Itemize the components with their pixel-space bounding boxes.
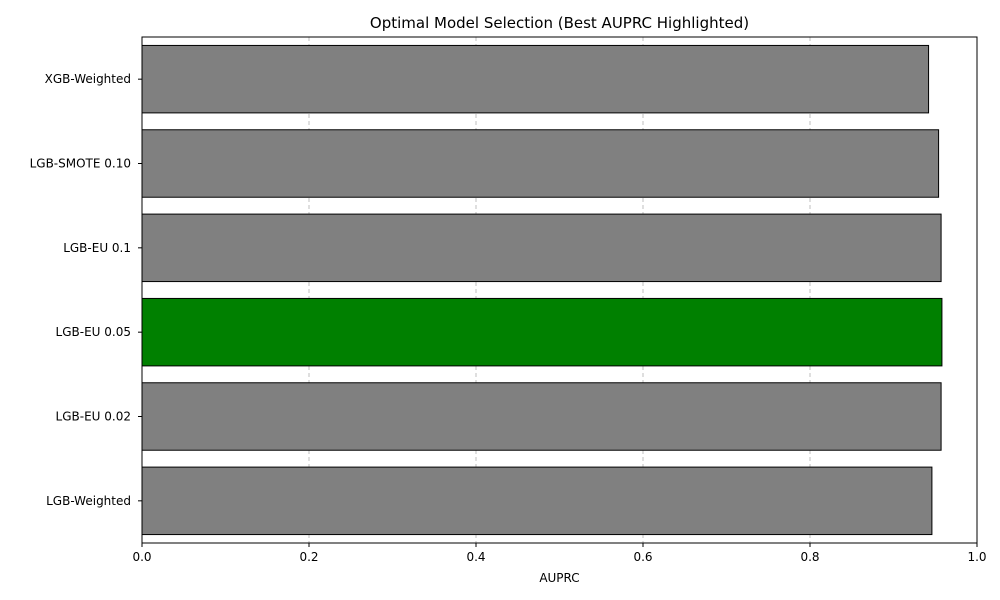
- bars: [141, 44, 943, 536]
- bar-lgb-weighted: [141, 466, 933, 536]
- x-tick-label: 0.8: [800, 550, 819, 564]
- y-tick-label: LGB-EU 0.1: [63, 241, 131, 255]
- y-axis-ticks: XGB-Weighted LGB-SMOTE 0.10 LGB-EU 0.1 LGB-…: [30, 72, 142, 508]
- x-tick-label: 0.2: [299, 550, 318, 564]
- x-tick-label: 0.4: [466, 550, 485, 564]
- bar-lgb-eu-0-1: [141, 213, 942, 283]
- bar-lgb-smote-0-10: [141, 129, 940, 198]
- x-axis-ticks: 0.0 0.2 0.4 0.6 0.8 1.0: [132, 543, 987, 564]
- y-tick-label: XGB-Weighted: [45, 72, 131, 86]
- plot-frame: [141, 36, 978, 544]
- y-tick-label: LGB-EU 0.02: [56, 410, 131, 424]
- chart-title: Optimal Model Selection (Best AUPRC High…: [370, 14, 749, 32]
- x-axis-label: AUPRC: [539, 571, 579, 585]
- y-tick-label: LGB-Weighted: [46, 494, 131, 508]
- y-tick-label: LGB-SMOTE 0.10: [30, 157, 131, 171]
- x-tick-label: 1.0: [967, 550, 986, 564]
- bar-lgb-eu-0-05: [141, 297, 943, 367]
- x-tick-label: 0.0: [132, 550, 151, 564]
- bar-xgb-weighted: [141, 44, 930, 114]
- x-tick-label: 0.6: [633, 550, 652, 564]
- bar-lgb-eu-0-02: [141, 382, 942, 451]
- y-tick-label: LGB-EU 0.05: [56, 325, 131, 339]
